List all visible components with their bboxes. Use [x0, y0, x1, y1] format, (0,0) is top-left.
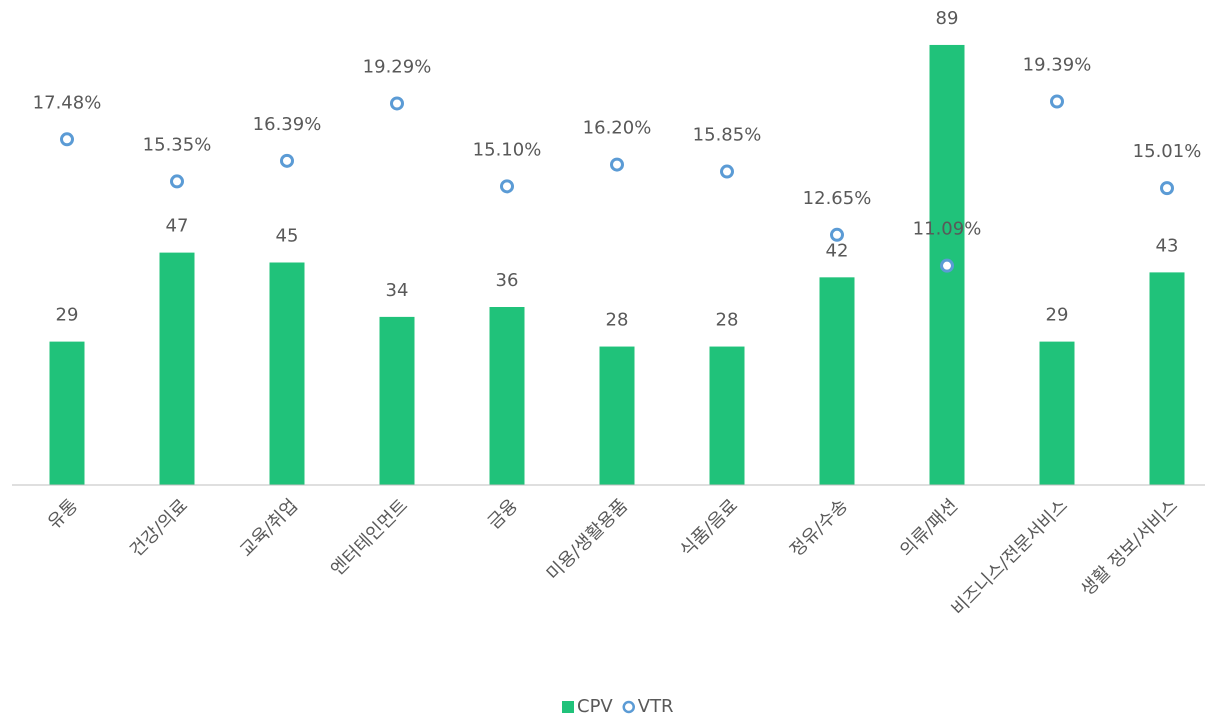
vtr-marker [720, 164, 734, 179]
bar-value-label: 43 [1156, 235, 1179, 256]
bar [49, 341, 85, 485]
x-tick-label: 유통 [44, 495, 82, 533]
vtr-marker [170, 174, 184, 189]
vtr-value-label: 11.09% [913, 219, 982, 240]
bar [269, 262, 305, 485]
vtr-value-label: 15.10% [473, 139, 542, 160]
vtr-value-label: 15.01% [1133, 141, 1202, 162]
vtr-value-label: 16.20% [583, 118, 652, 139]
vtr-marker [830, 227, 844, 242]
vtr-value-label: 15.85% [693, 125, 762, 146]
legend-label: VTR [638, 696, 674, 717]
bar [599, 346, 635, 485]
bar-value-label: 45 [276, 226, 299, 247]
vtr-marker [1050, 94, 1064, 109]
x-tick-label: 식품/음료 [676, 495, 742, 561]
vtr-marker [60, 132, 74, 147]
bar-value-label: 28 [716, 310, 739, 331]
x-tick-label: 건강/의료 [126, 495, 192, 561]
bar-value-label: 29 [1046, 305, 1069, 326]
vtr-marker [1160, 181, 1174, 196]
bar [1149, 272, 1185, 485]
x-tick-label: 엔터테인먼트 [327, 495, 412, 580]
bar-value-label: 28 [606, 310, 629, 331]
bar-value-label: 36 [496, 270, 519, 291]
bar-value-label: 89 [936, 8, 959, 29]
bar [379, 316, 415, 485]
x-tick-label: 생활 정보/서비스 [1077, 495, 1182, 600]
vtr-marker [940, 258, 954, 273]
bar [1039, 341, 1075, 485]
bar [489, 307, 525, 485]
vtr-value-label: 12.65% [803, 188, 872, 209]
bar-value-label: 47 [166, 216, 189, 237]
vtr-value-label: 19.29% [363, 56, 432, 77]
bar [159, 252, 195, 485]
x-tick-label: 교육/취업 [236, 495, 302, 561]
vtr-value-label: 15.35% [143, 134, 212, 155]
bar-value-label: 42 [826, 240, 849, 261]
vtr-marker [280, 153, 294, 168]
x-tick-label: 금융 [484, 495, 522, 533]
vtr-value-label: 19.39% [1023, 55, 1092, 76]
vtr-marker [390, 96, 404, 111]
bar-value-label: 29 [56, 305, 79, 326]
vtr-value-label: 17.48% [33, 92, 102, 113]
x-tick-label: 정유/수송 [786, 495, 852, 561]
vtr-value-label: 16.39% [253, 114, 322, 135]
bar [709, 346, 745, 485]
vtr-marker [500, 179, 514, 194]
x-tick-label: 미용/생활용품 [543, 495, 632, 584]
vtr-marker [610, 157, 624, 172]
x-tick-label: 의류/패션 [896, 495, 962, 561]
legend-swatch [622, 700, 635, 714]
bar-value-label: 34 [386, 280, 409, 301]
legend-label: CPV [577, 696, 613, 717]
legend-swatch [562, 701, 574, 713]
bar [819, 277, 855, 485]
x-tick-label: 비즈니스/전문서비스 [948, 495, 1073, 620]
